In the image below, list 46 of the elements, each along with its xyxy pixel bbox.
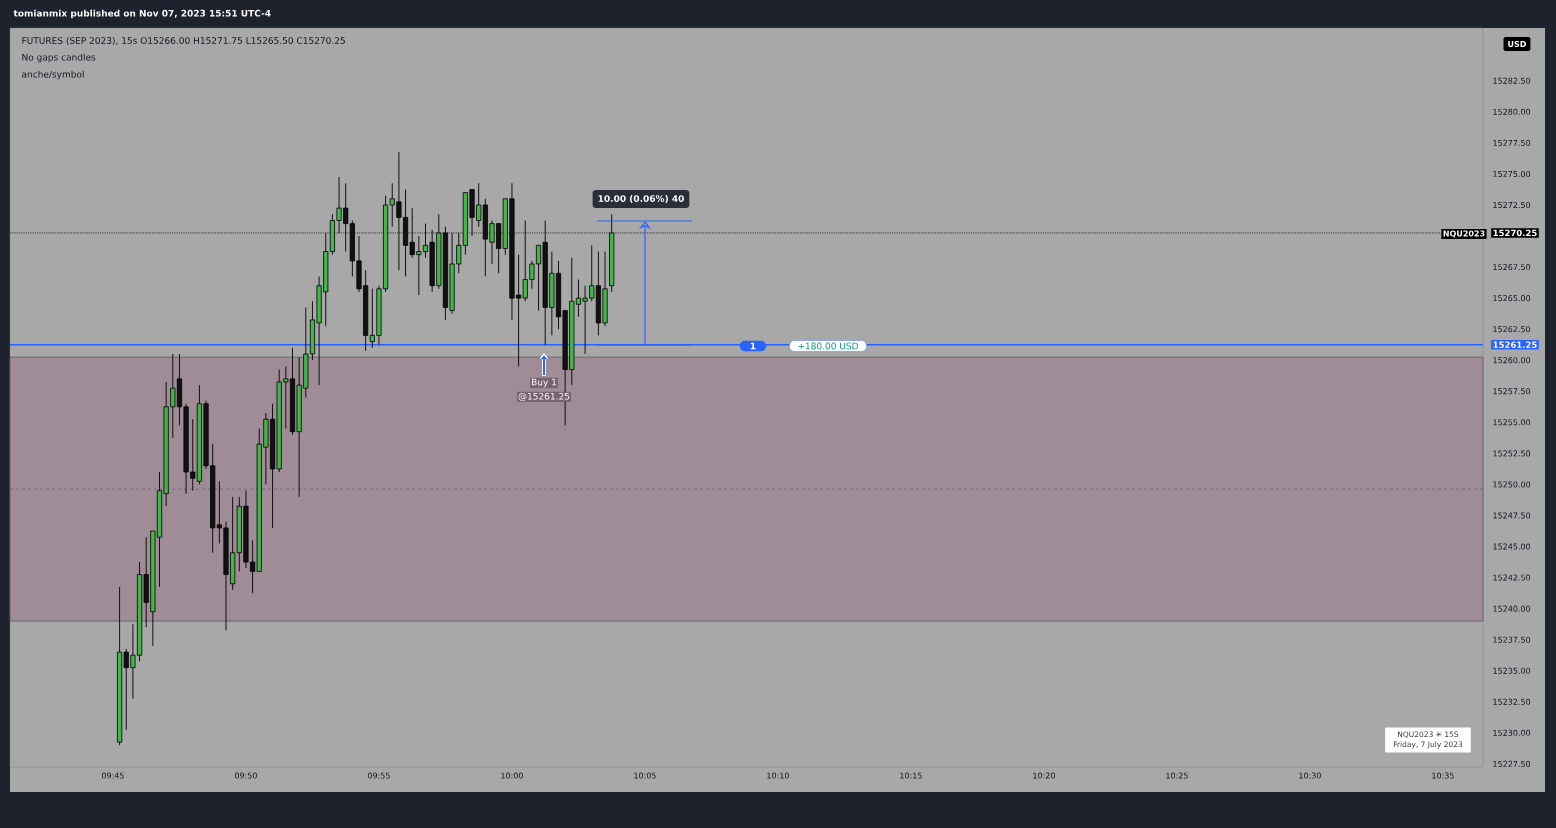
- y-tick-label: 15240.00: [1493, 605, 1531, 612]
- ref-line-label: 15261.25: [1493, 341, 1537, 348]
- y-tick-label: 15282.50: [1493, 77, 1531, 84]
- y-tick-label: 15242.50: [1493, 574, 1531, 581]
- x-tick-label: 10:00: [501, 772, 523, 779]
- y-tick-label: 15257.50: [1493, 388, 1531, 395]
- text: FUTURES (SEP 2023), 15s O15266.00 H15271.75 L15265.50 C15270.25: [22, 36, 345, 46]
- x-tick-label: 09:50: [234, 772, 257, 779]
- y-tick-label: 15247.50: [1493, 512, 1531, 519]
- y-tick-label: 15235.00: [1493, 667, 1531, 674]
- text: USD: [1508, 40, 1526, 48]
- y-tick-label: 15255.00: [1493, 419, 1531, 426]
- annotation: Buy 1: [531, 378, 557, 388]
- y-tick-label: 15275.00: [1493, 170, 1531, 177]
- y-tick-label: 15245.00: [1493, 543, 1531, 550]
- annotation: anche/symbol: [22, 70, 84, 80]
- annotation: NQU2023: [1443, 230, 1485, 238]
- y-tick-label: 15237.50: [1493, 636, 1531, 643]
- annotation: +180.00 USD: [798, 342, 858, 350]
- annotation: 10.00 (0.06%) 40: [598, 194, 684, 203]
- y-tick-label: 15227.50: [1493, 760, 1531, 767]
- annotation: @15261.25: [518, 392, 570, 402]
- x-tick-label: 09:55: [367, 772, 390, 779]
- y-tick-label: 15277.50: [1493, 139, 1531, 146]
- x-tick-label: 10:10: [767, 772, 789, 779]
- x-tick-label: 10:35: [1432, 772, 1454, 779]
- x-tick-label: 10:25: [1166, 772, 1188, 779]
- y-tick-label: 15252.50: [1493, 450, 1531, 457]
- x-tick-label: 09:45: [101, 772, 124, 779]
- y-tick-label: 15260.00: [1493, 357, 1531, 364]
- y-tick-label: 15272.50: [1493, 201, 1531, 208]
- x-tick-label: 10:20: [1033, 772, 1055, 779]
- y-tick-label: 15262.50: [1493, 326, 1531, 333]
- y-tick-label: 15280.00: [1493, 108, 1531, 115]
- x-tick-label: 10:30: [1299, 772, 1321, 779]
- annotation: 1: [750, 342, 756, 350]
- ref-line-label: 15270.25: [1493, 229, 1537, 237]
- y-tick-label: 15267.50: [1493, 264, 1531, 271]
- y-tick-label: 15232.50: [1493, 698, 1531, 705]
- y-tick-label: 15230.00: [1493, 729, 1531, 736]
- y-tick-label: 15250.00: [1493, 481, 1531, 488]
- x-tick-label: 10:15: [900, 772, 922, 779]
- x-tick-label: 10:05: [634, 772, 656, 779]
- y-tick-label: 15265.00: [1493, 295, 1531, 302]
- chart-title: tomianmix published on Nov 07, 2023 15:51 UTC-4: [13, 9, 271, 19]
- annotation: No gaps candles: [22, 53, 96, 63]
